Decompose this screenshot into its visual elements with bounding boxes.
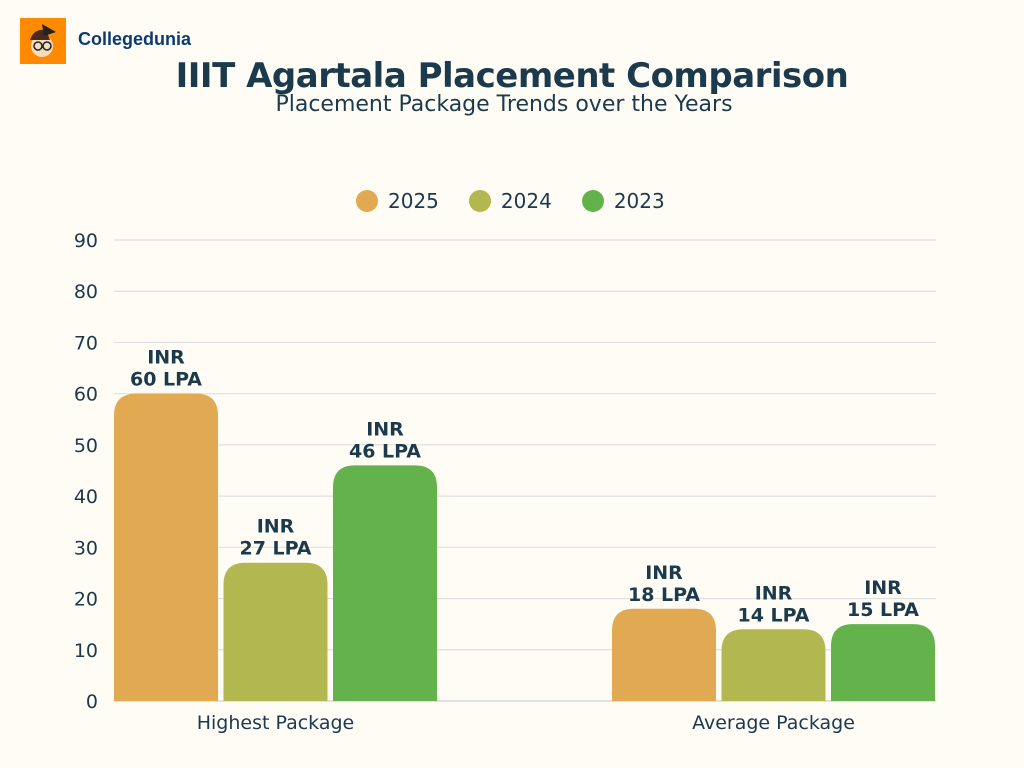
- data-label: 27 LPA: [239, 538, 311, 560]
- legend-swatch: [356, 190, 378, 212]
- chart-title: IIIT Agartala Placement Comparison: [175, 56, 849, 96]
- data-label: 14 LPA: [737, 604, 809, 626]
- data-label: 15 LPA: [847, 599, 919, 621]
- y-tick-label: 60: [74, 384, 98, 406]
- bar-2023-0: [333, 465, 437, 701]
- legend-swatch: [468, 190, 491, 212]
- y-tick-label: 40: [74, 486, 98, 508]
- legend: 2025 2024 2023: [356, 189, 677, 213]
- y-tick-label: 50: [74, 435, 98, 457]
- bar-2025-1: [612, 608, 716, 701]
- legend-item-2025: 2025: [356, 189, 439, 213]
- data-label: INR: [366, 418, 404, 440]
- y-tick-label: 0: [86, 691, 98, 713]
- bar-2024-1: [721, 629, 826, 701]
- brand-name: Collegedunia: [78, 29, 192, 49]
- x-category-label: Highest Package: [197, 712, 355, 734]
- data-label: INR: [147, 347, 185, 369]
- y-tick-label: 70: [74, 332, 98, 354]
- x-category-label: Average Package: [692, 712, 855, 734]
- y-tick-label: 30: [74, 537, 98, 559]
- y-tick-label: 80: [74, 281, 98, 303]
- mascot-icon: [30, 24, 56, 57]
- bar-2025-0: [114, 393, 218, 701]
- bar-2024-0: [223, 562, 328, 701]
- legend-item-2023: 2023: [581, 189, 665, 213]
- y-tick-label: 90: [74, 230, 98, 252]
- data-label: INR: [755, 582, 793, 604]
- data-label: 60 LPA: [130, 369, 202, 391]
- chart-subtitle: Placement Package Trends over the Years: [275, 92, 733, 117]
- data-label: INR: [645, 562, 683, 584]
- legend-item-2024: 2024: [468, 189, 552, 213]
- legend-swatch: [581, 190, 604, 212]
- y-tick-label: 10: [74, 640, 98, 662]
- bar-2023-1: [831, 624, 935, 701]
- y-tick-label: 20: [74, 589, 98, 611]
- collegedunia-logo: [20, 18, 66, 64]
- data-label: 18 LPA: [628, 584, 700, 606]
- data-label: INR: [257, 516, 295, 538]
- data-label: INR: [864, 577, 902, 599]
- data-label: 46 LPA: [349, 440, 421, 462]
